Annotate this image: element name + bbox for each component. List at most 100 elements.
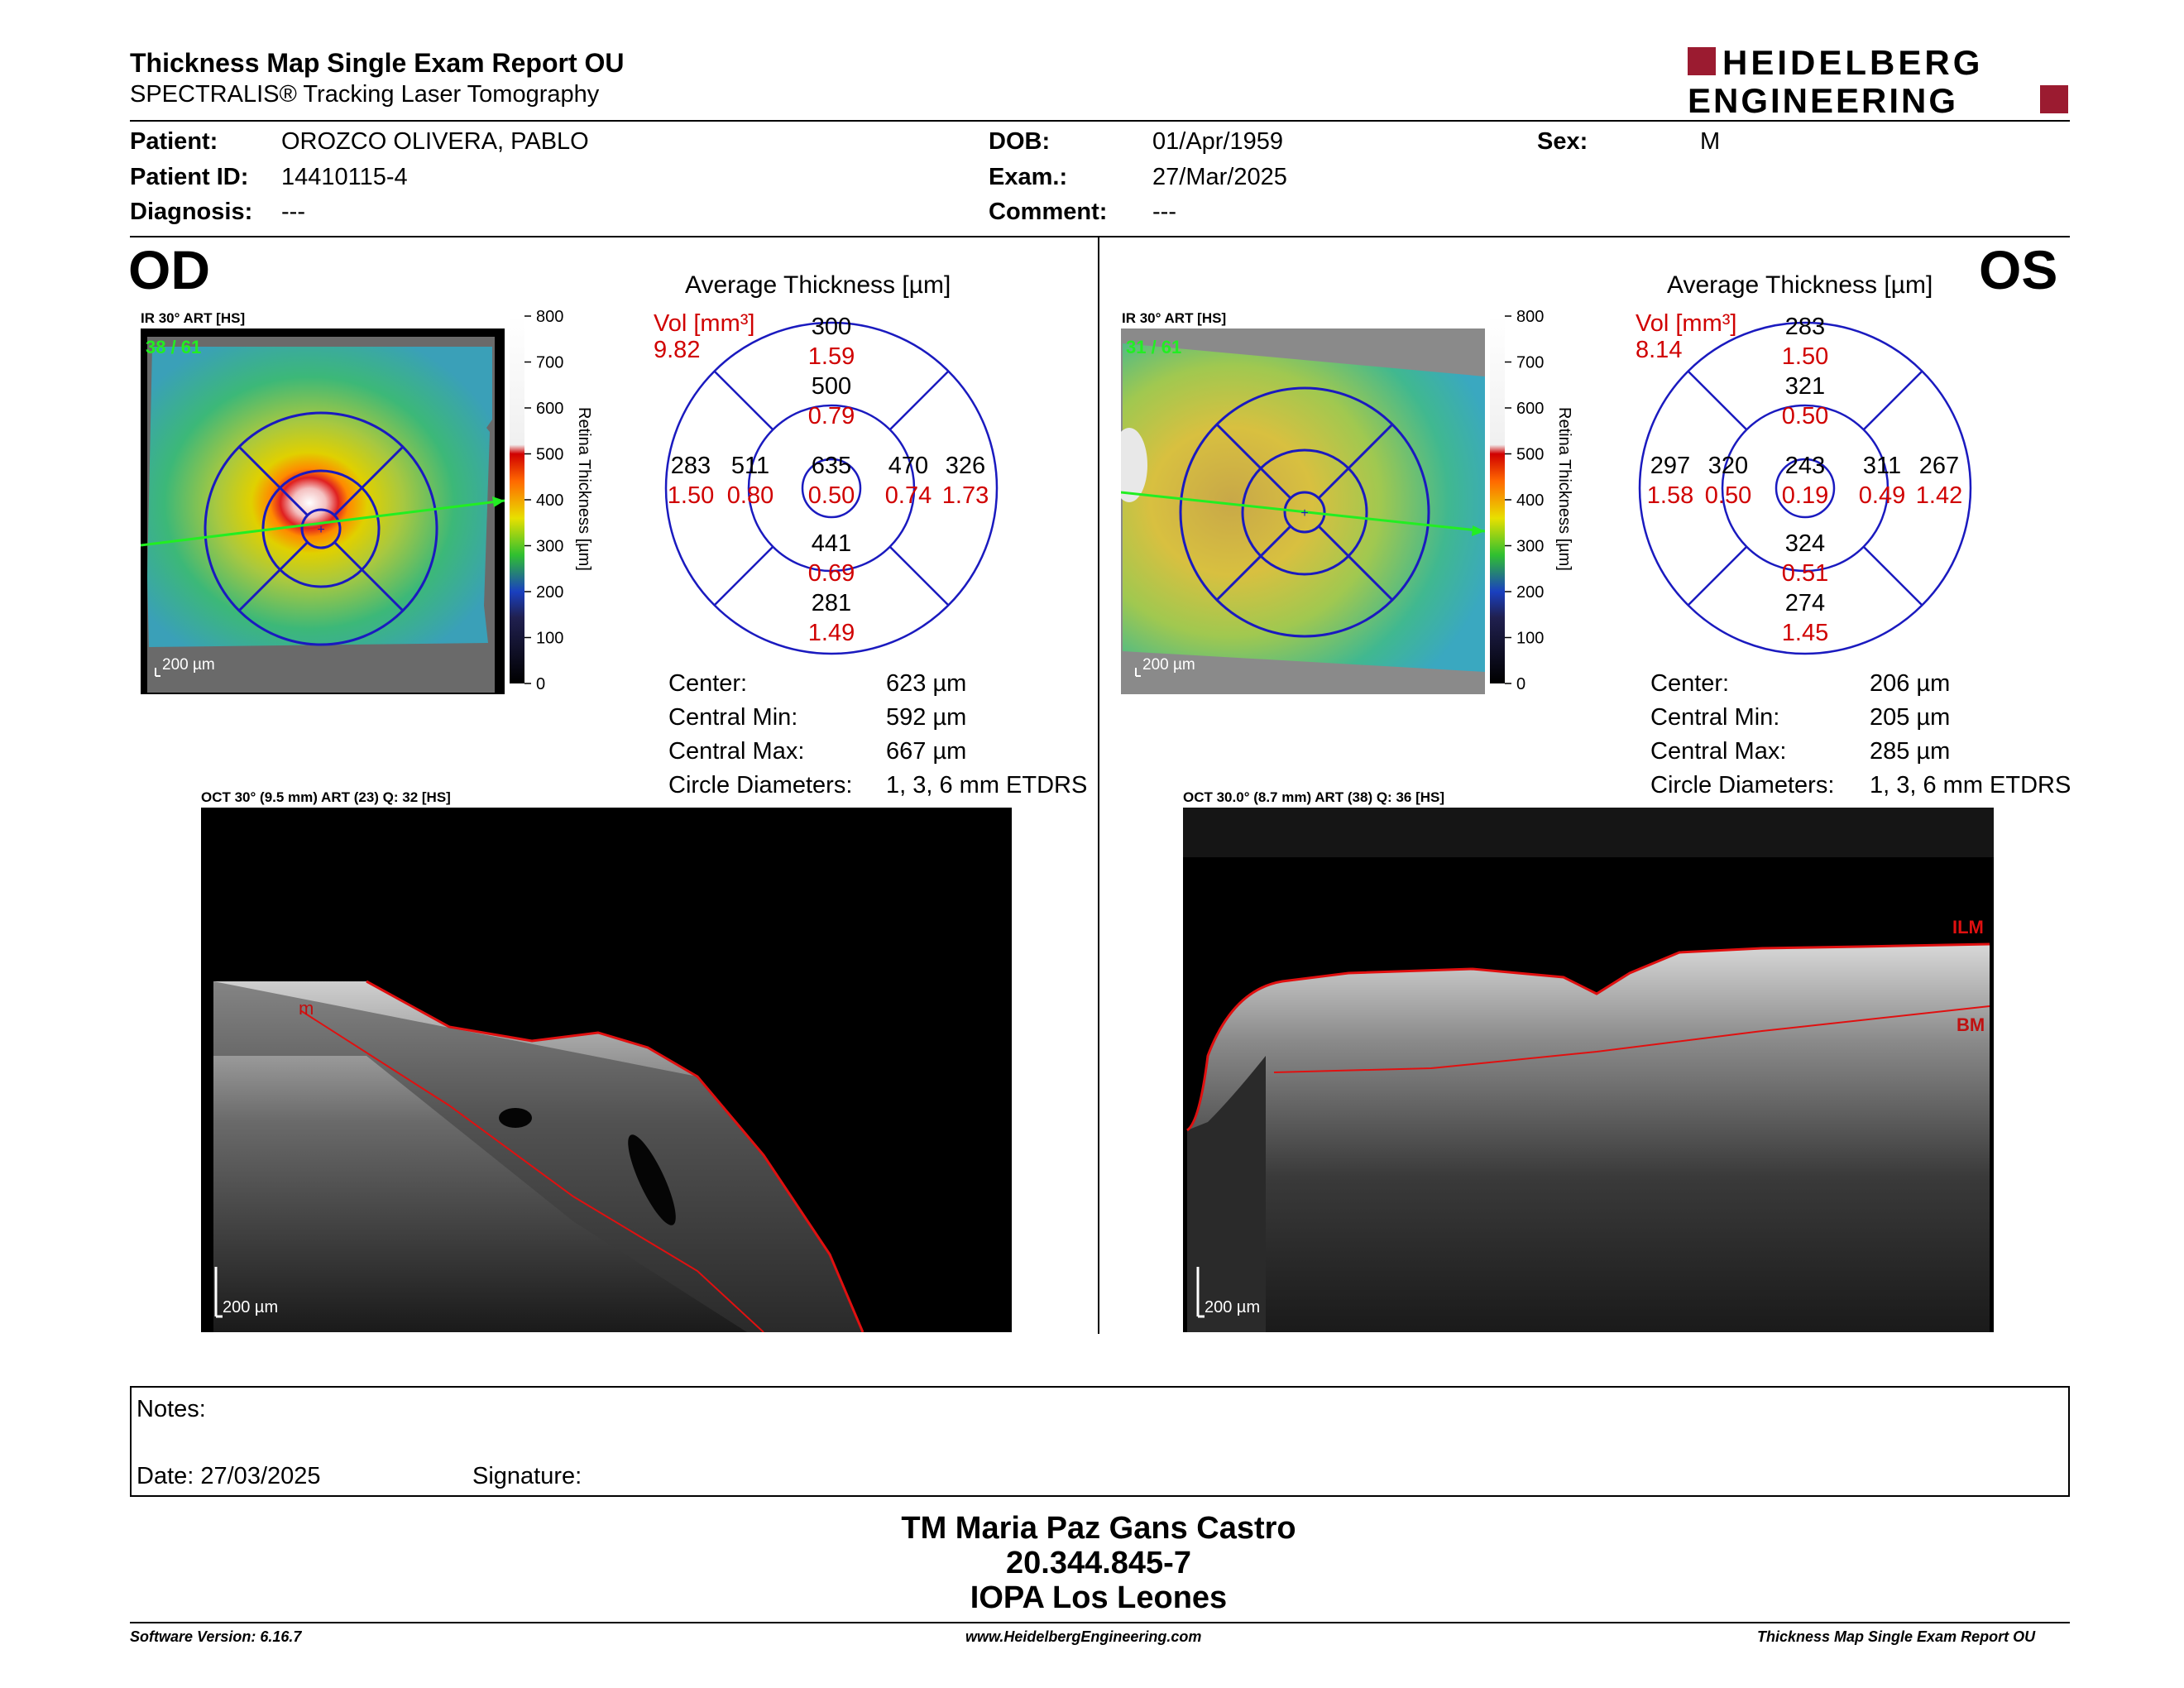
od-thickness-map: + 38 / 61 200 µm [141,328,505,694]
os-oct-scale: 200 µm [1205,1298,1260,1316]
signer-name: TM Maria Paz Gans Castro [901,1511,1296,1546]
od-scale: 200 µm [162,656,215,674]
footer-url[interactable]: www.HeidelbergEngineering.com [965,1628,1202,1645]
os-inner-nas-thickness: 311 [1863,453,1901,479]
od-stat-label: Central Min: [668,704,798,731]
os-bm-label: BM [1956,1014,1985,1035]
os-center-thickness: 243 [1785,453,1825,479]
od-eye-label: OD [128,239,210,300]
os-inner-nas-volume: 0.49 [1859,482,1905,509]
os-colorbar: 800 700 600 500 400 300 200 100 0 Retina Thickne… [1490,308,1573,693]
exam-label: Exam.: [989,164,1068,190]
od-oct-bscan: m 200 µm [201,808,1012,1332]
od-inner-tem-thickness: 470 [888,453,928,479]
od-stat-value: 592 µm [886,704,967,731]
os-scale: 200 µm [1142,656,1195,674]
od-oct-marker: m [299,998,314,1019]
od-stat-label: Central Max: [668,738,805,765]
os-inner-tem-volume: 0.50 [1705,482,1751,509]
os-ilm-label: ILM [1952,917,1984,938]
os-outer-inf-volume: 1.45 [1782,620,1828,646]
od-colorbar: 800 700 600 500 400 300 200 100 0 Retina Thickne… [510,308,593,693]
os-stat-value: 285 µm [1870,738,1951,765]
footer-rule [130,1622,2070,1623]
od-oct-scale: 200 µm [223,1298,278,1316]
dob-value: 01/Apr/1959 [1152,128,1284,155]
notes-signature-label: Signature: [472,1463,582,1489]
od-colorbar-title: Retina Thickness [µm] [575,407,593,571]
os-inner-inf-volume: 0.51 [1782,560,1828,587]
os-inner-tem-thickness: 320 [1708,453,1748,479]
od-inner-nas-thickness: 511 [731,453,769,479]
heidelberg-logo: HEIDELBERG ENGINEERING [1688,45,2068,117]
colorbar-tick-label: 300 [536,538,563,556]
os-stat-label: Center: [1650,670,1730,697]
os-eye-label: OS [1979,239,2058,300]
od-outer-nas-thickness: 283 [671,453,711,479]
signer-org: IOPA Los Leones [970,1580,1228,1615]
os-stat-label: Central Max: [1650,738,1787,765]
od-outer-nas-volume: 1.50 [668,482,714,509]
os-colorbar-title: Retina Thickness [µm] [1555,407,1573,571]
colorbar-tick-label: 700 [536,354,563,372]
colorbar-tick-label: 600 [1516,400,1544,418]
dob-label: DOB: [989,128,1051,155]
od-inner-sup-volume: 0.79 [808,403,855,429]
colorbar-tick-label: 800 [536,308,563,326]
od-vol-value: 9.82 [654,337,701,363]
os-stat-value: 205 µm [1870,704,1951,731]
colorbar-tick-label: 600 [536,400,563,418]
os-outer-inf-thickness: 274 [1785,590,1825,616]
sex-label: Sex: [1537,128,1588,155]
od-inner-sup-thickness: 500 [812,373,851,400]
od-vol-label: Vol [mm³] [654,310,755,337]
od-stat-label: Center: [668,670,748,697]
report-subtitle: SPECTRALIS® Tracking Laser Tomography [130,81,600,108]
colorbar-tick-label: 800 [1516,308,1544,326]
os-outer-nas-thickness: 267 [1919,453,1959,479]
colorbar-tick-label: 200 [536,583,563,602]
os-outer-tem-volume: 1.58 [1647,482,1693,509]
od-outer-tem-volume: 1.73 [942,482,989,509]
patient-id: 14410115-4 [281,164,408,190]
patient-label: Patient: [130,128,218,155]
colorbar-tick-label: 400 [536,492,563,510]
os-outer-nas-volume: 1.42 [1916,482,1962,509]
signer-id: 20.344.845-7 [1006,1546,1191,1580]
os-outer-tem-thickness: 297 [1650,453,1690,479]
os-stat-label: Circle Diameters: [1650,772,1835,798]
sex-value: M [1700,128,1721,155]
diagnosis-value: --- [281,199,305,225]
od-center-thickness: 635 [812,453,851,479]
os-vol-value: 8.14 [1636,337,1683,363]
od-stat-value: 667 µm [886,738,967,765]
eye-divider [1098,237,1099,1334]
logo-line2: ENGINEERING [1688,81,1958,117]
os-thickness-map: + 31 / 61 200 µm [1121,328,1485,694]
od-inner-tem-volume: 0.74 [885,482,932,509]
colorbar-tick-label: 100 [1516,630,1544,648]
od-ir-counter: 38 / 61 [146,337,201,357]
colorbar-tick-label: 100 [536,630,563,648]
os-stat-label: Central Min: [1650,704,1780,731]
colorbar-tick-label: 0 [536,675,545,693]
patient-name: OROZCO OLIVERA, PABLO [281,128,589,155]
os-outer-sup-volume: 1.50 [1782,343,1828,370]
report-title: Thickness Map Single Exam Report OU [130,48,625,78]
os-avg-title: Average Thickness [µm] [1667,271,1933,299]
os-oct-label: OCT 30.0° (8.7 mm) ART (38) Q: 36 [HS] [1183,789,1445,805]
os-outer-sup-thickness: 283 [1785,314,1825,340]
od-stat-value: 623 µm [886,670,967,697]
od-outer-sup-volume: 1.59 [808,343,855,370]
od-outer-tem-thickness: 326 [946,453,985,479]
patient-id-label: Patient ID: [130,164,249,190]
os-vol-label: Vol [mm³] [1636,310,1737,337]
od-outer-sup-thickness: 300 [812,314,851,340]
os-ir-label: IR 30° ART [HS] [1122,310,1227,326]
colorbar-tick-label: 300 [1516,538,1544,556]
colorbar-tick-label: 400 [1516,492,1544,510]
colorbar-tick-label: 700 [1516,354,1544,372]
notes-box[interactable]: Notes: Date: 27/03/2025 Signature: [130,1386,2070,1497]
os-ir-counter: 31 / 61 [1126,337,1181,357]
svg-text:+: + [317,523,324,537]
